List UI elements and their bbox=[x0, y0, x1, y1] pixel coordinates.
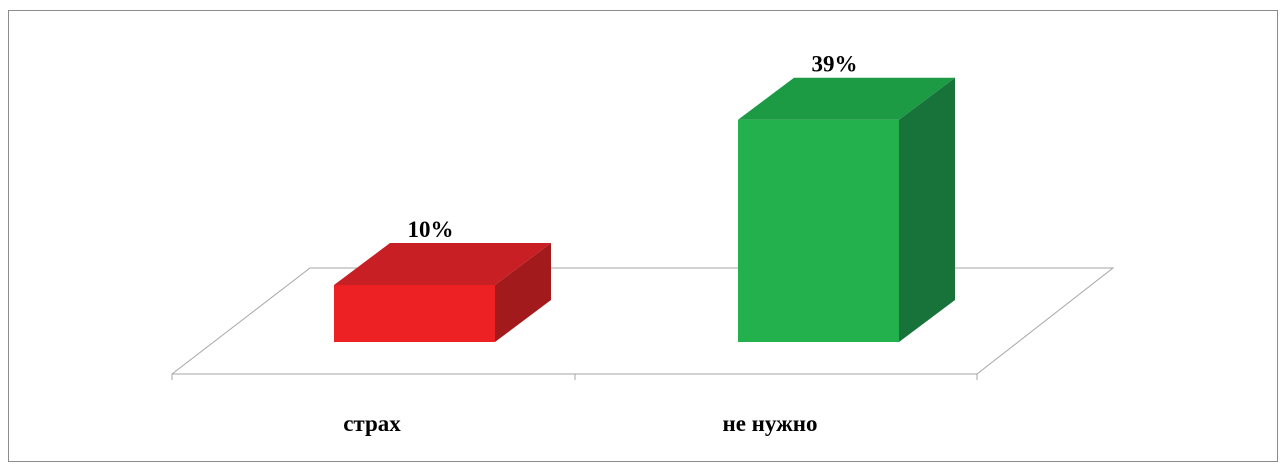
category-label-1: не нужно bbox=[722, 411, 817, 436]
bar-top-0 bbox=[334, 243, 551, 285]
category-label-0: страх bbox=[343, 411, 401, 436]
bars-group bbox=[334, 77, 955, 342]
bar-top-1 bbox=[738, 77, 955, 120]
bar-front-1 bbox=[738, 119, 899, 342]
chart-frame bbox=[8, 10, 1278, 462]
bar-side-1 bbox=[899, 77, 955, 342]
floor-outline bbox=[171, 267, 1115, 375]
data-label-0: 10% bbox=[408, 217, 454, 242]
bar-1 bbox=[738, 77, 955, 342]
chart-floor bbox=[171, 267, 1115, 380]
bar-front-0 bbox=[334, 285, 495, 342]
bar-0 bbox=[334, 243, 551, 342]
data-label-1: 39% bbox=[812, 52, 858, 77]
bar-side-0 bbox=[495, 243, 551, 342]
labels-group: 10% страх 39% не нужно bbox=[343, 52, 857, 436]
